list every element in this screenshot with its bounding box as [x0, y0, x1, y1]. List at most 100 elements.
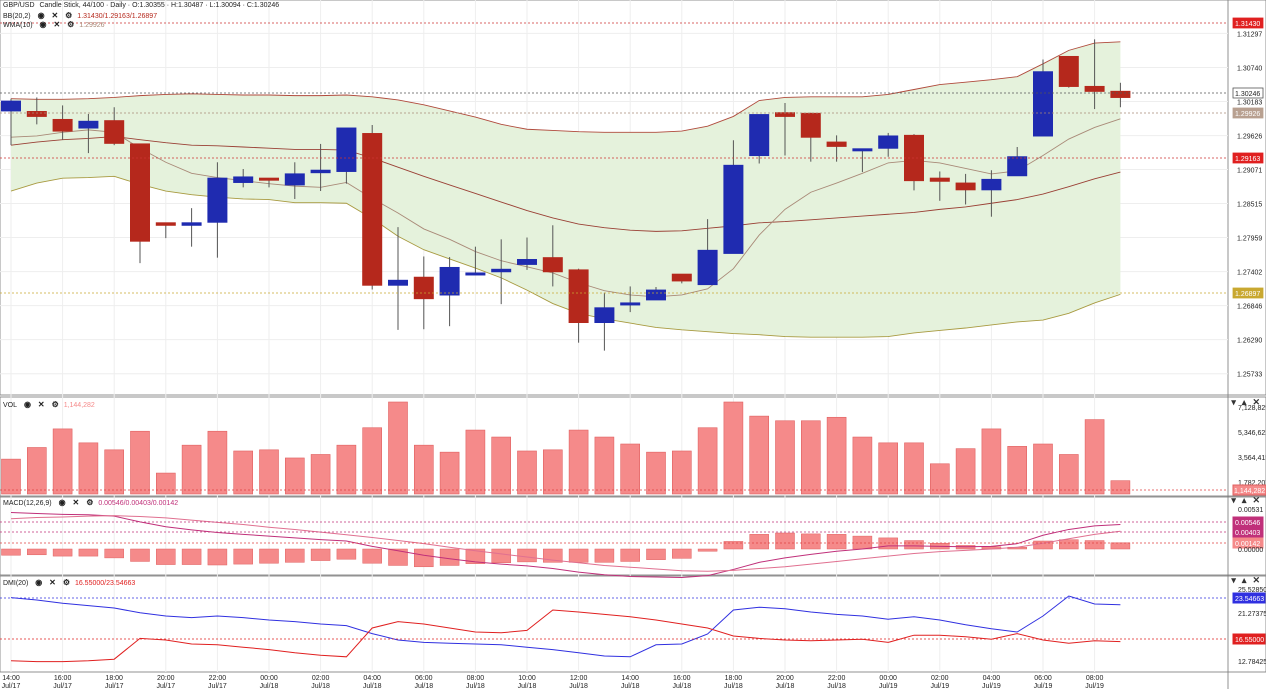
candle[interactable]: [310, 143, 331, 192]
candle[interactable]: [155, 222, 176, 239]
x-tick-time: 02:00: [931, 675, 949, 682]
candle[interactable]: [697, 219, 718, 286]
candle-body: [697, 249, 718, 286]
candle[interactable]: [929, 171, 950, 201]
candle[interactable]: [233, 169, 254, 188]
price-pane-header: GBP/USD Candle Stick, 44/100 · Daily · O…: [3, 2, 282, 9]
settings-icon[interactable]: ⚙: [67, 20, 75, 29]
macd-histogram-bar: [646, 548, 666, 560]
collapse-icon[interactable]: ▾: [1231, 397, 1236, 407]
candle-body: [620, 302, 641, 306]
candle[interactable]: [904, 134, 924, 191]
candle[interactable]: [362, 124, 383, 290]
candle-body: [929, 177, 950, 182]
close-icon[interactable]: ✕: [1252, 575, 1260, 585]
x-tick-date: Jul/19: [930, 683, 949, 689]
candle[interactable]: [26, 97, 47, 125]
candle[interactable]: [723, 140, 744, 254]
expand-icon[interactable]: ▴: [1241, 575, 1247, 585]
x-tick-time: 10:00: [518, 675, 536, 682]
x-tick-date: Jul/17: [105, 683, 124, 689]
volume-bar: [517, 450, 537, 495]
macd-histogram-bar: [181, 548, 202, 565]
wma-value: 1.29926: [79, 22, 105, 29]
macd-pane[interactable]: [0, 512, 1228, 578]
candle[interactable]: [620, 286, 641, 313]
candle[interactable]: [1110, 82, 1131, 108]
x-tick-time: 16:00: [54, 675, 72, 682]
candle[interactable]: [465, 246, 486, 276]
candle[interactable]: [1033, 59, 1053, 137]
x-tick-time: 20:00: [776, 675, 794, 682]
close-icon[interactable]: ✕: [51, 11, 59, 20]
candle[interactable]: [130, 143, 150, 264]
eye-icon[interactable]: ◉: [37, 11, 45, 20]
candle[interactable]: [1007, 146, 1028, 177]
candle[interactable]: [439, 257, 460, 327]
eye-icon[interactable]: ◉: [35, 578, 43, 587]
candle[interactable]: [646, 287, 666, 301]
eye-icon[interactable]: ◉: [39, 20, 47, 29]
macd-histogram-bar: [568, 548, 589, 563]
macd-histogram-bar: [465, 548, 486, 564]
eye-icon[interactable]: ◉: [23, 400, 31, 409]
candle[interactable]: [181, 208, 202, 247]
candle[interactable]: [800, 112, 821, 162]
dmi-pane-controls: ▾ ▴ ✕: [1225, 575, 1260, 586]
close-icon[interactable]: ✕: [1252, 495, 1260, 505]
eye-icon[interactable]: ◉: [58, 498, 66, 507]
candle[interactable]: [284, 162, 305, 199]
volume-bar: [542, 449, 563, 495]
candle[interactable]: [336, 127, 357, 184]
settings-icon[interactable]: ⚙: [65, 11, 73, 20]
close-icon[interactable]: ✕: [49, 578, 56, 587]
close-icon[interactable]: ✕: [72, 498, 80, 507]
candle[interactable]: [955, 173, 976, 205]
candle[interactable]: [1084, 39, 1105, 110]
settings-icon[interactable]: ⚙: [86, 498, 94, 507]
volume-bar: [233, 450, 253, 495]
close-icon[interactable]: ✕: [53, 20, 61, 29]
dmi-pane[interactable]: [0, 595, 1228, 663]
price-tick-label: 1.30183: [1237, 100, 1262, 107]
candle[interactable]: [594, 292, 615, 351]
collapse-icon[interactable]: ▾: [1231, 495, 1236, 505]
candle[interactable]: [568, 268, 589, 343]
candle[interactable]: [671, 273, 692, 284]
axis-layer: 1.31430 1.30246 1.29926 1.29163 1.26897 1.312…: [2, 17, 1266, 689]
candle[interactable]: [852, 148, 873, 173]
candle[interactable]: [878, 132, 899, 157]
bollinger-band-fill: [11, 41, 1121, 338]
volume-bar: [413, 444, 434, 495]
candle[interactable]: [517, 237, 537, 270]
settings-icon[interactable]: ⚙: [62, 578, 70, 587]
expand-icon[interactable]: ▴: [1241, 495, 1247, 505]
candle[interactable]: [1058, 55, 1079, 88]
x-tick-time: 06:00: [1034, 675, 1052, 682]
collapse-icon[interactable]: ▾: [1231, 575, 1236, 585]
candle[interactable]: [52, 105, 73, 140]
candle[interactable]: [259, 177, 279, 188]
candle[interactable]: [542, 225, 563, 287]
expand-icon[interactable]: ▴: [1241, 397, 1247, 407]
settings-icon[interactable]: ⚙: [51, 400, 59, 409]
volume-bar: [52, 428, 73, 495]
candle-body: [104, 120, 125, 144]
candle[interactable]: [388, 227, 408, 330]
price-tick-label: 1.30740: [1237, 65, 1262, 72]
volume-pane[interactable]: [0, 401, 1228, 495]
close-icon[interactable]: ✕: [37, 400, 45, 409]
volume-bar: [26, 447, 47, 495]
candle[interactable]: [78, 113, 99, 154]
candle[interactable]: [104, 107, 125, 146]
candle[interactable]: [1, 98, 21, 146]
close-icon[interactable]: ✕: [1252, 397, 1260, 407]
candle[interactable]: [826, 135, 847, 162]
candle-body: [671, 273, 692, 282]
candle[interactable]: [981, 170, 1002, 217]
volume-bar: [1059, 454, 1079, 495]
price-pane[interactable]: [0, 22, 1228, 351]
candle[interactable]: [207, 162, 228, 258]
candle[interactable]: [749, 114, 770, 164]
